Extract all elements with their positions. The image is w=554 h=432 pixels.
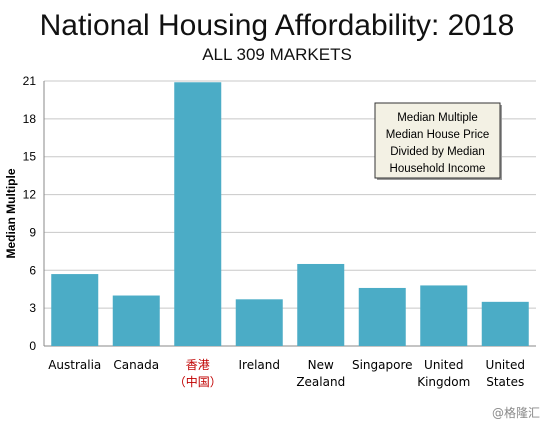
annotation-text: Median House Price [386, 129, 490, 141]
annotation-text: Divided by Median [390, 146, 485, 158]
chart-title: National Housing Affordability: 2018 [39, 9, 515, 42]
y-axis-title: Median Multiple [4, 168, 18, 258]
bar [235, 299, 283, 346]
x-tick-label: United [486, 358, 525, 372]
y-tick-label: 18 [23, 112, 37, 126]
x-tick-label: Canada [113, 358, 159, 372]
bar [297, 263, 345, 346]
y-tick-label: 9 [29, 225, 36, 239]
annotation-box [374, 102, 501, 179]
y-tick-label: 15 [23, 150, 37, 164]
x-tick-label: United [424, 358, 463, 372]
y-tick-label: 0 [29, 339, 36, 353]
chart-subtitle: ALL 309 MARKETS [202, 45, 352, 64]
bar [420, 285, 468, 346]
y-tick-label: 3 [29, 301, 36, 315]
x-tick-label: Singapore [352, 358, 413, 372]
annotation-text: Median Multiple [397, 112, 478, 124]
watermark: @格隆汇 [491, 406, 540, 420]
y-tick-label: 6 [29, 263, 36, 277]
y-tick-label: 21 [23, 74, 37, 88]
bar [481, 301, 529, 346]
y-tick-label: 12 [23, 188, 37, 202]
x-tick-label: Kingdom [417, 375, 470, 389]
bar [51, 274, 99, 346]
x-tick-label: 香港 [186, 358, 210, 372]
x-tick-label: New [308, 358, 334, 372]
x-tick-label: Zealand [296, 375, 345, 389]
bar [358, 287, 406, 346]
bar [112, 295, 160, 346]
x-tick-label: Australia [48, 358, 101, 372]
x-tick-label: States [486, 375, 524, 389]
x-tick-label: Ireland [238, 358, 280, 372]
x-tick-label: （中国） [174, 374, 222, 389]
annotation-text: Household Income [390, 163, 486, 175]
bar [174, 82, 222, 346]
